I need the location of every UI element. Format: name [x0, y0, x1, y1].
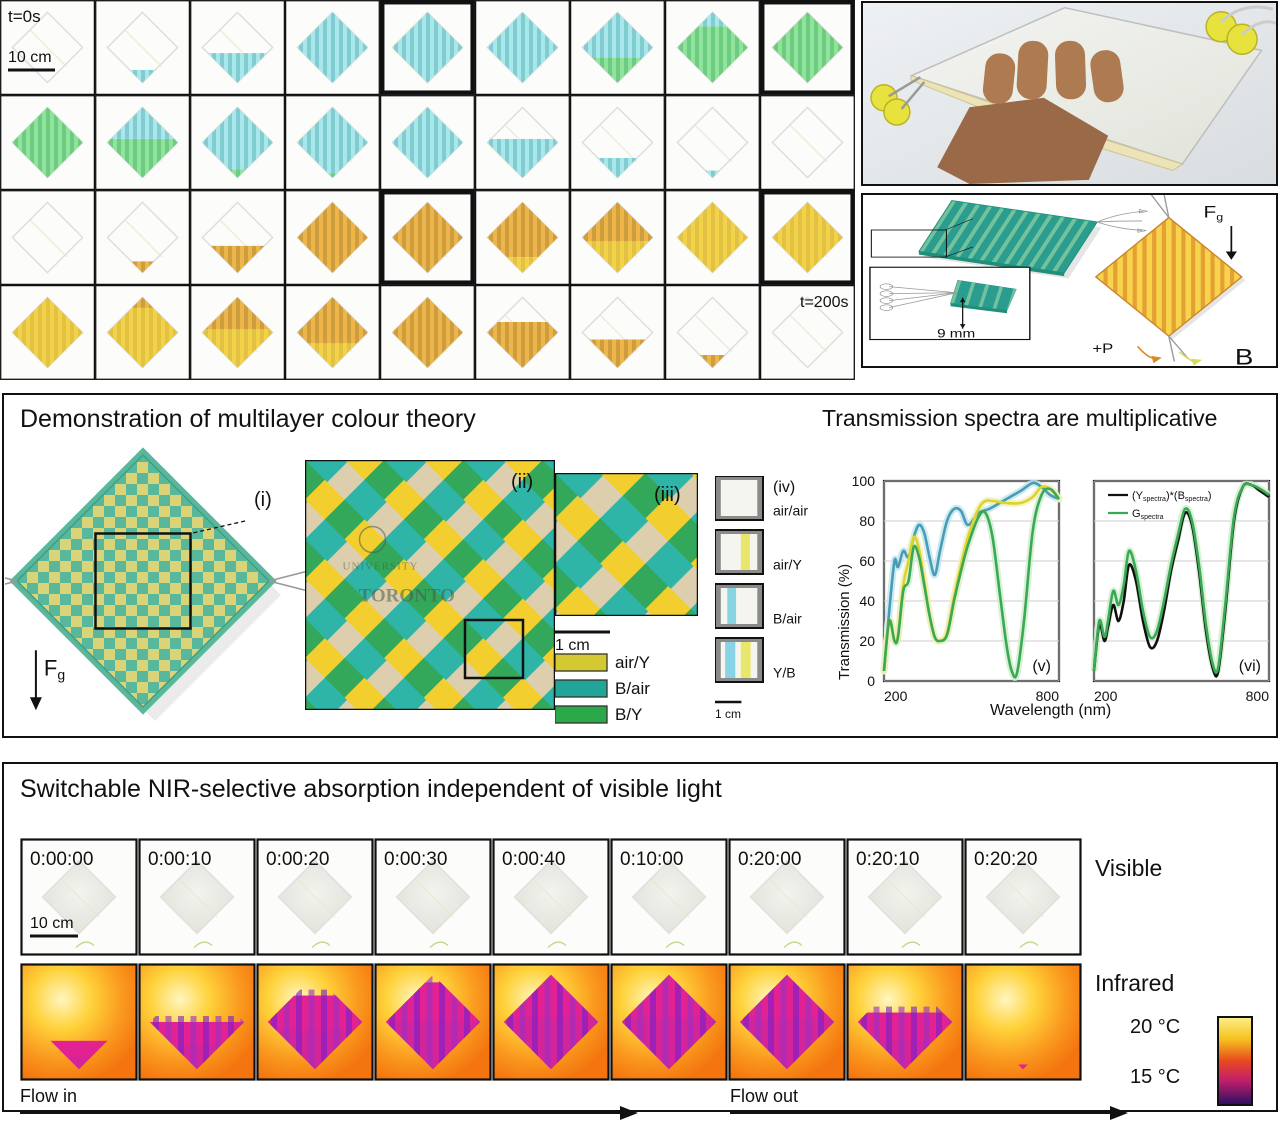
svg-text:0:00:20: 0:00:20 [266, 849, 329, 870]
svg-text:0:00:30: 0:00:30 [384, 849, 447, 870]
svg-text:0:00:40: 0:00:40 [502, 849, 565, 870]
svg-text:20 °C: 20 °C [1130, 1016, 1180, 1038]
svg-text:t=0s: t=0s [8, 7, 41, 26]
svg-text:Flow out: Flow out [730, 1088, 798, 1106]
svg-text:B: B [1235, 345, 1254, 370]
svg-text:10 cm: 10 cm [8, 49, 52, 66]
svg-text:(i): (i) [254, 489, 272, 511]
svg-text:air/Y: air/Y [773, 557, 802, 573]
svg-text:40: 40 [859, 593, 875, 609]
svg-text:0:00:10: 0:00:10 [148, 849, 211, 870]
svg-text:(iii): (iii) [654, 484, 681, 506]
svg-text:t=200s: t=200s [800, 294, 848, 311]
svg-text:Fg: Fg [1204, 203, 1224, 223]
svg-text:(vi): (vi) [1239, 658, 1261, 675]
svg-text:Fg: Fg [44, 655, 65, 682]
svg-text:1 cm: 1 cm [715, 707, 741, 721]
svg-text:+P: +P [1092, 341, 1113, 356]
svg-text:9 mm: 9 mm [937, 326, 975, 340]
svg-text:B/air: B/air [615, 679, 650, 698]
svg-text:60: 60 [859, 553, 875, 569]
svg-text:UNIVERSITY: UNIVERSITY [343, 561, 419, 573]
svg-text:100: 100 [852, 475, 876, 489]
svg-text:0: 0 [867, 673, 875, 689]
svg-text:0:10:00: 0:10:00 [620, 849, 683, 870]
svg-text:0:20:20: 0:20:20 [974, 849, 1037, 870]
svg-text:15 °C: 15 °C [1130, 1066, 1180, 1088]
svg-text:air/air: air/air [773, 503, 808, 519]
svg-text:B/Y: B/Y [615, 705, 642, 724]
svg-text:air/Y: air/Y [615, 653, 650, 672]
svg-text:TORONTO: TORONTO [359, 586, 455, 607]
svg-text:80: 80 [859, 513, 875, 529]
svg-text:(v): (v) [1032, 658, 1051, 675]
svg-text:Flow in: Flow in [20, 1088, 77, 1106]
svg-text:Y/B: Y/B [773, 665, 796, 681]
svg-text:(ii): (ii) [511, 471, 533, 493]
svg-text:B/air: B/air [773, 611, 802, 627]
svg-text:10 cm: 10 cm [30, 915, 74, 932]
svg-text:0:20:10: 0:20:10 [856, 849, 919, 870]
svg-text:800: 800 [1246, 688, 1270, 704]
svg-text:(iv): (iv) [773, 479, 795, 496]
svg-text:20: 20 [859, 633, 875, 649]
svg-text:0:20:00: 0:20:00 [738, 849, 801, 870]
svg-text:200: 200 [884, 688, 908, 704]
svg-text:0:00:00: 0:00:00 [30, 849, 93, 870]
